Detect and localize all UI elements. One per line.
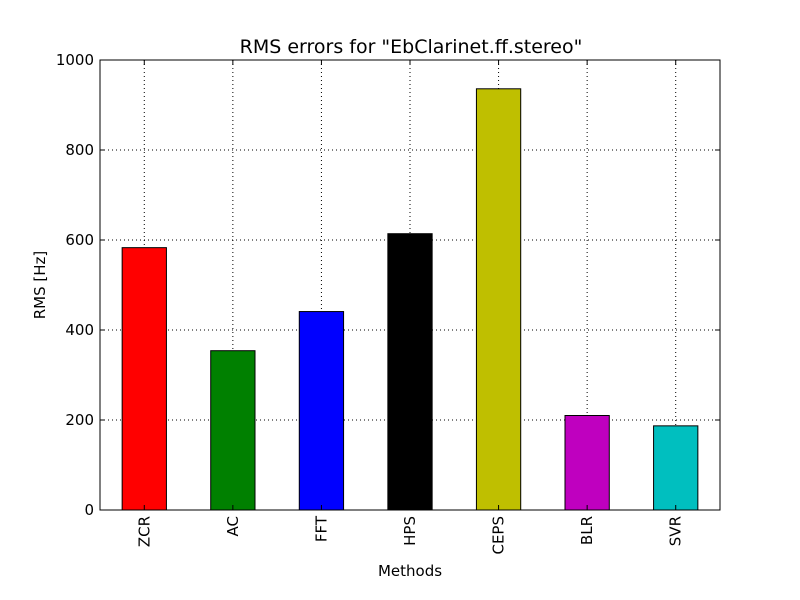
y-tick-label: 0 xyxy=(84,501,94,519)
x-tick-label: ZCR xyxy=(135,516,153,547)
ticks: 0 200 400 600 800 1000 ZCR AC FFT HPS CEPS BLR SVR xyxy=(56,51,720,555)
bar-blr xyxy=(564,415,610,511)
bar-svr xyxy=(653,425,699,511)
bar-fft xyxy=(298,311,345,511)
x-tick-label: BLR xyxy=(578,516,596,545)
x-tick-label: AC xyxy=(224,516,242,536)
y-axis-label: RMS [Hz] xyxy=(31,251,49,320)
bar-ceps xyxy=(475,88,522,511)
x-axis-label: Methods xyxy=(378,562,442,580)
bar-zcr xyxy=(121,247,167,511)
x-tick-label: HPS xyxy=(401,516,419,546)
x-tick-label: FFT xyxy=(312,515,330,542)
chart-title: RMS errors for "EbClarinet.ff.stereo" xyxy=(240,36,583,58)
y-tick-label: 200 xyxy=(65,411,94,429)
x-tick-label: CEPS xyxy=(490,516,508,555)
y-tick-label: 600 xyxy=(65,231,94,249)
y-tick-label: 1000 xyxy=(56,51,94,69)
y-tick-label: 400 xyxy=(65,321,94,339)
bar-ac xyxy=(210,350,256,511)
bar-hps xyxy=(387,233,433,511)
x-tick-label: SVR xyxy=(667,516,685,546)
bars xyxy=(121,88,699,511)
y-tick-label: 800 xyxy=(65,141,94,159)
